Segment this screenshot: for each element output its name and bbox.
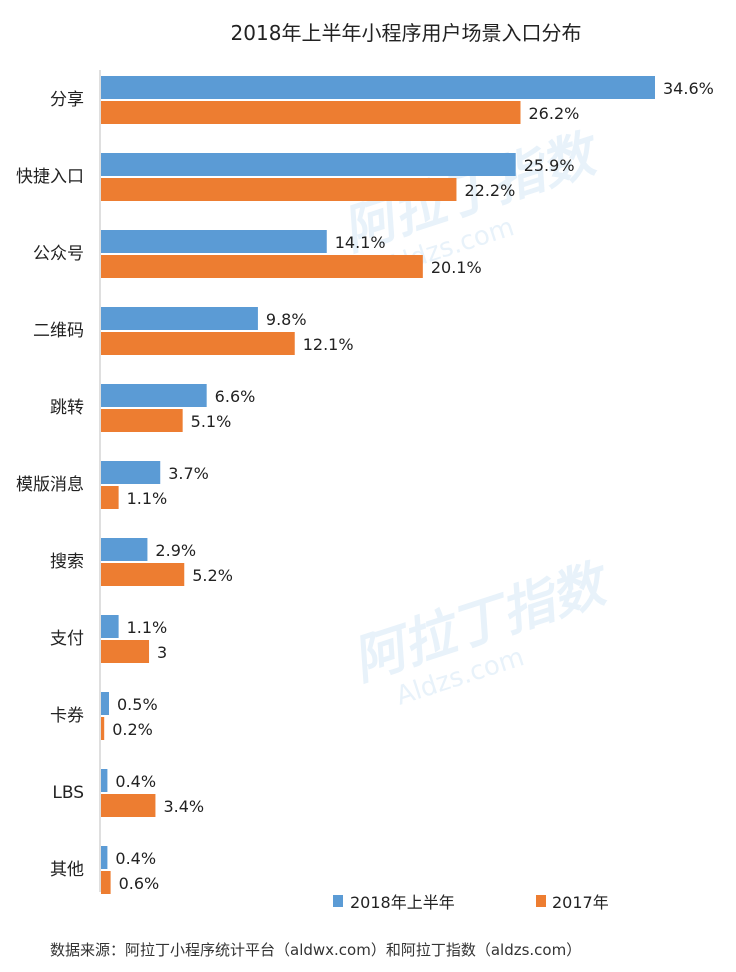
legend-swatch-2017 xyxy=(536,895,546,907)
watermark-layer: 阿拉丁指数 Aldzs.com 阿拉丁指数 Aldzs.com xyxy=(335,123,617,712)
data-label: 6.6% xyxy=(215,387,256,406)
category-label: LBS xyxy=(52,783,84,803)
category-label: 卡券 xyxy=(50,706,84,726)
category-label: 其他 xyxy=(50,860,84,880)
legend-swatch-2018h1 xyxy=(333,895,343,907)
source-note: 数据来源：阿拉丁小程序统计平台（aldwx.com）和阿拉丁指数（aldzs.c… xyxy=(50,941,581,959)
bar xyxy=(101,769,108,792)
data-label: 1.1% xyxy=(127,489,168,508)
bar xyxy=(101,178,457,201)
bar xyxy=(101,615,119,638)
data-label: 3 xyxy=(157,643,167,662)
bar xyxy=(101,101,521,124)
data-label: 34.6% xyxy=(663,79,714,98)
bar xyxy=(101,563,185,586)
category-label: 二维码 xyxy=(33,321,84,341)
data-label: 12.1% xyxy=(303,335,354,354)
data-label: 5.1% xyxy=(191,412,232,431)
bar xyxy=(101,486,119,509)
bar xyxy=(101,230,327,253)
bar xyxy=(101,871,111,894)
data-label: 9.8% xyxy=(266,310,307,329)
data-label: 20.1% xyxy=(431,258,482,277)
legend: 2018年上半年 2017年 xyxy=(333,893,609,912)
bar xyxy=(101,255,423,278)
bar xyxy=(101,332,295,355)
bar xyxy=(101,692,110,715)
data-label: 3.7% xyxy=(168,464,209,483)
bar xyxy=(101,640,150,663)
data-label: 5.2% xyxy=(192,566,233,585)
data-label: 0.2% xyxy=(112,720,153,739)
bar xyxy=(101,409,183,432)
bar xyxy=(101,846,108,869)
category-label: 模版消息 xyxy=(16,475,84,495)
bar xyxy=(101,76,655,99)
bar xyxy=(101,384,207,407)
category-label: 搜索 xyxy=(50,552,84,572)
bar xyxy=(101,794,156,817)
data-label: 3.4% xyxy=(163,797,204,816)
data-label: 1.1% xyxy=(127,618,168,637)
data-label: 0.5% xyxy=(117,695,158,714)
legend-label-2018h1: 2018年上半年 xyxy=(350,893,455,912)
data-label: 0.6% xyxy=(119,874,160,893)
data-label: 14.1% xyxy=(335,233,386,252)
data-label: 2.9% xyxy=(155,541,196,560)
bar xyxy=(101,717,105,740)
category-label: 分享 xyxy=(50,90,84,110)
plot-area: 分享 34.6% 26.2% 快捷入口 25.9% 22.2% 公众号 14.1% 20.1% 二… xyxy=(16,70,714,894)
data-label: 0.4% xyxy=(115,849,156,868)
bar xyxy=(101,461,161,484)
legend-label-2017: 2017年 xyxy=(552,893,609,912)
bar xyxy=(101,153,516,176)
category-label: 公众号 xyxy=(33,244,84,264)
data-label: 0.4% xyxy=(115,772,156,791)
bar xyxy=(101,307,258,330)
category-label: 支付 xyxy=(50,629,84,649)
data-label: 22.2% xyxy=(464,181,515,200)
data-label: 25.9% xyxy=(524,156,575,175)
category-label: 跳转 xyxy=(50,398,84,418)
chart-title: 2018年上半年小程序用户场景入口分布 xyxy=(231,21,582,45)
bar xyxy=(101,538,148,561)
data-label: 26.2% xyxy=(529,104,580,123)
category-label: 快捷入口 xyxy=(16,167,84,187)
